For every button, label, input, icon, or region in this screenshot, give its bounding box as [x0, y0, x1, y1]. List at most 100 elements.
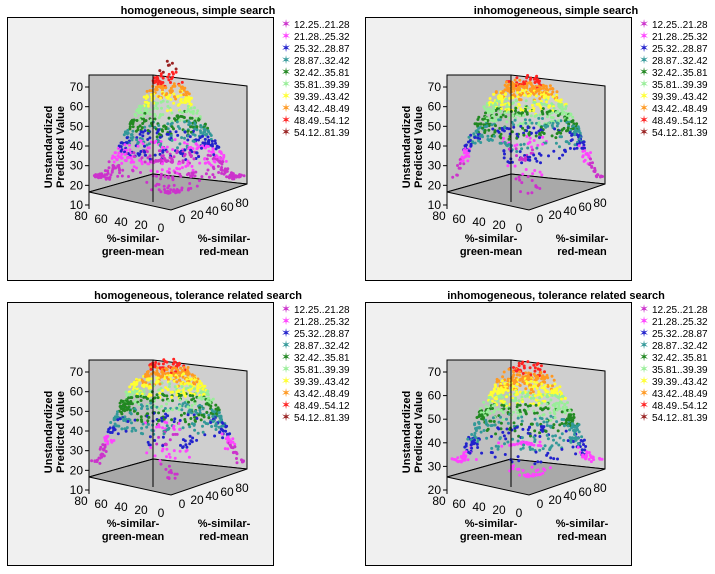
- data-point: [522, 142, 526, 146]
- data-point: [487, 128, 491, 132]
- data-point: [201, 141, 205, 145]
- data-point: [535, 159, 539, 163]
- data-point: [129, 156, 133, 160]
- data-point: [157, 149, 161, 153]
- data-point: [173, 138, 177, 142]
- data-point: [472, 132, 476, 136]
- data-point: [190, 404, 194, 407]
- data-point: [197, 138, 200, 142]
- data-point: [480, 451, 484, 455]
- data-point: [548, 112, 552, 116]
- data-point: [451, 175, 455, 179]
- z-tick-label: 70: [428, 365, 442, 379]
- data-point: [165, 360, 169, 364]
- data-point: [224, 437, 228, 441]
- data-point: [97, 176, 101, 180]
- data-point: [473, 423, 477, 427]
- data-point: [464, 450, 468, 454]
- y-tick-label: 20: [548, 208, 562, 222]
- data-point: [146, 422, 150, 426]
- data-point: [158, 459, 162, 463]
- data-point: [183, 130, 187, 134]
- data-point: [540, 408, 544, 412]
- legend-label: 12.25..21.28: [652, 305, 708, 316]
- data-point: [194, 170, 198, 174]
- data-point: [528, 448, 532, 451]
- chart-title: inhomogeneous, tolerance related search: [447, 290, 665, 302]
- data-point: [518, 473, 522, 477]
- legend-marker-icon: ✶: [281, 113, 291, 127]
- data-point: [527, 407, 531, 411]
- data-point: [180, 100, 184, 104]
- scatter-points: [92, 59, 246, 195]
- data-point: [190, 411, 194, 415]
- data-point: [541, 429, 545, 433]
- data-point: [477, 422, 481, 425]
- data-point: [156, 101, 160, 105]
- data-point: [195, 438, 199, 442]
- data-point: [136, 418, 139, 422]
- data-point: [154, 361, 158, 364]
- data-point: [537, 129, 541, 133]
- data-point: [533, 114, 537, 118]
- data-point: [193, 400, 197, 403]
- data-point: [518, 98, 521, 102]
- data-point: [126, 420, 130, 423]
- y-tick-label: 60: [578, 200, 592, 214]
- data-point: [593, 170, 597, 174]
- data-point: [532, 77, 536, 81]
- data-point: [149, 401, 153, 405]
- data-point: [203, 433, 207, 437]
- data-point: [235, 461, 239, 465]
- data-point: [207, 175, 211, 179]
- data-point: [209, 421, 213, 424]
- z-axis-title-line2: Predicted Value: [55, 106, 67, 188]
- x-axis-title-line1: %-similar-: [465, 233, 518, 245]
- data-point: [159, 86, 163, 90]
- data-point: [190, 150, 194, 154]
- legend-marker-icon: ✶: [281, 302, 291, 316]
- data-point: [518, 384, 522, 387]
- data-point: [191, 112, 195, 115]
- data-point: [495, 380, 499, 384]
- legend-label: 35.81..39.39: [652, 365, 708, 376]
- data-point: [193, 106, 196, 110]
- data-point: [499, 141, 503, 145]
- data-point: [568, 436, 572, 440]
- data-point: [501, 418, 505, 422]
- data-point: [161, 389, 164, 392]
- data-point: [142, 395, 146, 399]
- y-tick-label: 40: [205, 204, 219, 218]
- data-point: [467, 154, 471, 158]
- data-point: [456, 456, 460, 460]
- data-point: [560, 432, 564, 436]
- data-point: [515, 373, 519, 377]
- data-point: [508, 161, 511, 165]
- data-point: [499, 136, 503, 140]
- data-point: [189, 175, 193, 179]
- data-point: [555, 93, 559, 97]
- data-point: [184, 387, 188, 391]
- legend-label: 54.12..81.39: [652, 128, 708, 139]
- data-point: [496, 447, 500, 451]
- data-point: [127, 175, 130, 178]
- data-point: [180, 188, 184, 192]
- legend-marker-icon: ✶: [281, 125, 291, 139]
- data-point: [121, 168, 125, 172]
- legend-item: ✶ 32.42..35.81: [639, 350, 708, 364]
- data-point: [506, 144, 509, 148]
- data-point: [466, 159, 470, 163]
- data-point: [188, 434, 192, 438]
- data-point: [167, 385, 171, 389]
- data-point: [499, 115, 503, 119]
- data-point: [574, 452, 578, 456]
- legend-item: ✶ 12.25..21.28: [281, 302, 350, 316]
- data-point: [528, 426, 531, 429]
- data-point: [140, 126, 144, 130]
- data-point: [159, 82, 163, 86]
- data-point: [137, 153, 141, 157]
- legend-label: 54.12..81.39: [294, 128, 350, 139]
- data-point: [499, 399, 503, 403]
- legend-item: ✶ 12.25..21.28: [639, 302, 708, 316]
- data-point: [169, 81, 172, 84]
